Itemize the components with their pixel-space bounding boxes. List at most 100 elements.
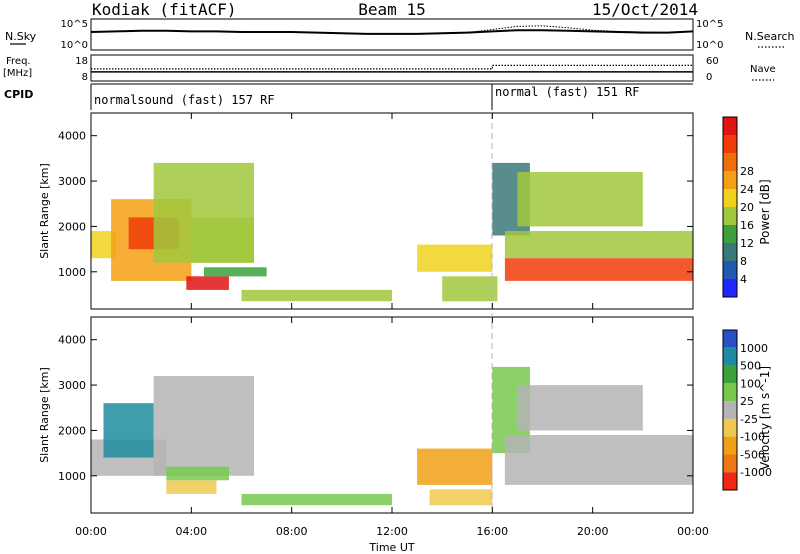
y-tick-label: 2000 bbox=[58, 220, 86, 233]
velocity-patch-4 bbox=[166, 480, 217, 494]
beam-title: Beam 15 bbox=[358, 0, 425, 19]
freq-left-tick-bottom: 8 bbox=[82, 72, 88, 83]
x-tick-label: 04:00 bbox=[175, 525, 207, 538]
noise-left-label: N.Sky bbox=[5, 30, 37, 43]
nave-right-tick-top: 60 bbox=[706, 56, 719, 67]
power-patch-7 bbox=[203, 267, 267, 277]
velocity-patch-2 bbox=[103, 403, 154, 458]
noise-left-tick-bottom: 10^0 bbox=[61, 40, 88, 51]
velocity-patch-6 bbox=[241, 493, 392, 506]
velocity-patch-10 bbox=[504, 435, 693, 485]
velocity-scale-swatch bbox=[723, 418, 737, 437]
velocity-patch-7 bbox=[417, 448, 493, 485]
power-scale-tick-label: 4 bbox=[740, 273, 747, 286]
date-title: 15/Oct/2014 bbox=[592, 0, 698, 19]
power-scale-tick-label: 28 bbox=[740, 165, 754, 178]
nave-right-label: Nave bbox=[750, 64, 776, 75]
power-patch-8 bbox=[241, 289, 392, 302]
velocity-scale-swatch bbox=[723, 436, 737, 455]
noise-right-tick-top: 10^5 bbox=[696, 19, 723, 30]
freq-series-group bbox=[91, 64, 693, 73]
power-heatmap bbox=[91, 162, 693, 302]
power-patch-5 bbox=[191, 217, 254, 263]
power-scale-swatch bbox=[723, 171, 737, 189]
noise-left-tick-top: 10^5 bbox=[61, 19, 88, 30]
power-scale-swatch bbox=[723, 243, 737, 261]
x-tick-label: 08:00 bbox=[276, 525, 308, 538]
power-scale-swatch bbox=[723, 225, 737, 243]
power-scale-tick-label: 8 bbox=[740, 255, 747, 268]
freq-left-tick-top: 18 bbox=[75, 56, 88, 67]
cpid-label: CPID bbox=[4, 88, 33, 101]
velocity-scale-swatch bbox=[723, 401, 737, 419]
y-tick-label: 2000 bbox=[58, 424, 86, 437]
power-scale-swatch bbox=[723, 153, 737, 171]
x-tick-label: 00:00 bbox=[75, 525, 107, 538]
power-scale-title: Power [dB] bbox=[758, 179, 772, 244]
station-title: Kodiak (fitACF) bbox=[92, 0, 237, 19]
power-scale-swatch bbox=[723, 279, 737, 297]
y-tick-label: 1000 bbox=[58, 266, 86, 279]
velocity-scale-tick-label: -1000 bbox=[740, 466, 772, 479]
velocity-scale-tick-label: 25 bbox=[740, 395, 754, 408]
velocity-patch-3 bbox=[153, 376, 254, 476]
velocity-colorbar: 1000 500 100 25 -25 -100 -500 -1000 bbox=[722, 329, 772, 491]
power-patch-13 bbox=[504, 258, 693, 281]
power-scale-tick-label: 20 bbox=[740, 201, 754, 214]
power-scale-tick-label: 12 bbox=[740, 237, 754, 250]
velocity-scale-tick-label: -25 bbox=[740, 413, 758, 426]
x-axis-label: Time UT bbox=[368, 541, 414, 554]
x-tick-label: 12:00 bbox=[376, 525, 408, 538]
power-patch-12 bbox=[504, 231, 693, 259]
velocity-patch-8 bbox=[429, 489, 493, 506]
noise-series-group bbox=[90, 25, 694, 35]
noise-right-tick-bottom: 10^0 bbox=[696, 40, 723, 51]
x-axis-ticks: 00:00 04:00 08:00 12:00 16:00 20:00 00:00 bbox=[75, 113, 709, 538]
y-tick-label: 4000 bbox=[58, 130, 86, 143]
y-tick-label: 3000 bbox=[58, 175, 86, 188]
power-patch-14 bbox=[517, 172, 643, 227]
noise-right-label: N.Search bbox=[745, 30, 795, 43]
power-colorbar: 4 8 12 16 20 24 28 bbox=[722, 116, 754, 298]
velocity-scale-title: Velocity [m s^-1] bbox=[758, 366, 772, 470]
y-tick-label: 3000 bbox=[58, 379, 86, 392]
velocity-scale-swatch bbox=[723, 472, 737, 490]
power-scale-tick-label: 24 bbox=[740, 183, 754, 196]
velocity-scale-tick-label: -500 bbox=[740, 448, 765, 461]
velocity-scale-swatch bbox=[723, 454, 737, 473]
power-y-ticks: 1000 2000 3000 4000 bbox=[58, 130, 693, 279]
noise-panel-frame bbox=[90, 18, 694, 51]
velocity-scale-tick-label: -100 bbox=[740, 431, 765, 444]
velocity-y-axis-label: Slant Range [km] bbox=[38, 367, 51, 463]
cpid-segment-1-label: normalsound (fast) 157 RF bbox=[94, 93, 275, 107]
velocity-scale-tick-label: 1000 bbox=[740, 342, 768, 355]
cpid-segment-2-label: normal (fast) 151 RF bbox=[495, 85, 640, 99]
x-tick-label: 20:00 bbox=[577, 525, 609, 538]
velocity-scale-frame bbox=[722, 329, 738, 491]
nave-right-tick-bottom: 0 bbox=[706, 72, 712, 83]
freq-left-label-2: [MHz] bbox=[3, 68, 32, 79]
power-scale-tick-label: 16 bbox=[740, 219, 754, 232]
noise-series-2 bbox=[90, 25, 694, 35]
velocity-patch-5 bbox=[166, 466, 229, 481]
velocity-scale-tick-label: 100 bbox=[740, 377, 761, 390]
velocity-scale-swatch bbox=[723, 347, 737, 366]
power-patch-9 bbox=[417, 244, 493, 272]
x-tick-label: 16:00 bbox=[476, 525, 508, 538]
velocity-scale-swatch bbox=[723, 365, 737, 384]
y-tick-label: 4000 bbox=[58, 334, 86, 347]
velocity-scale-swatch bbox=[723, 330, 737, 348]
freq-left-label-1: Freq. bbox=[6, 56, 31, 67]
power-scale-swatch bbox=[723, 189, 737, 207]
x-tick-label: 00:00 bbox=[677, 525, 709, 538]
power-scale-frame bbox=[722, 116, 738, 298]
power-scale-swatch bbox=[723, 117, 737, 135]
power-scale-swatch bbox=[723, 135, 737, 153]
power-patch-6 bbox=[186, 276, 229, 290]
velocity-patch-11 bbox=[517, 385, 643, 431]
power-y-axis-label: Slant Range [km] bbox=[38, 163, 51, 259]
nave-series bbox=[91, 64, 693, 70]
velocity-y-ticks: 1000 2000 3000 4000 bbox=[58, 334, 693, 483]
velocity-scale-swatch bbox=[723, 383, 737, 402]
